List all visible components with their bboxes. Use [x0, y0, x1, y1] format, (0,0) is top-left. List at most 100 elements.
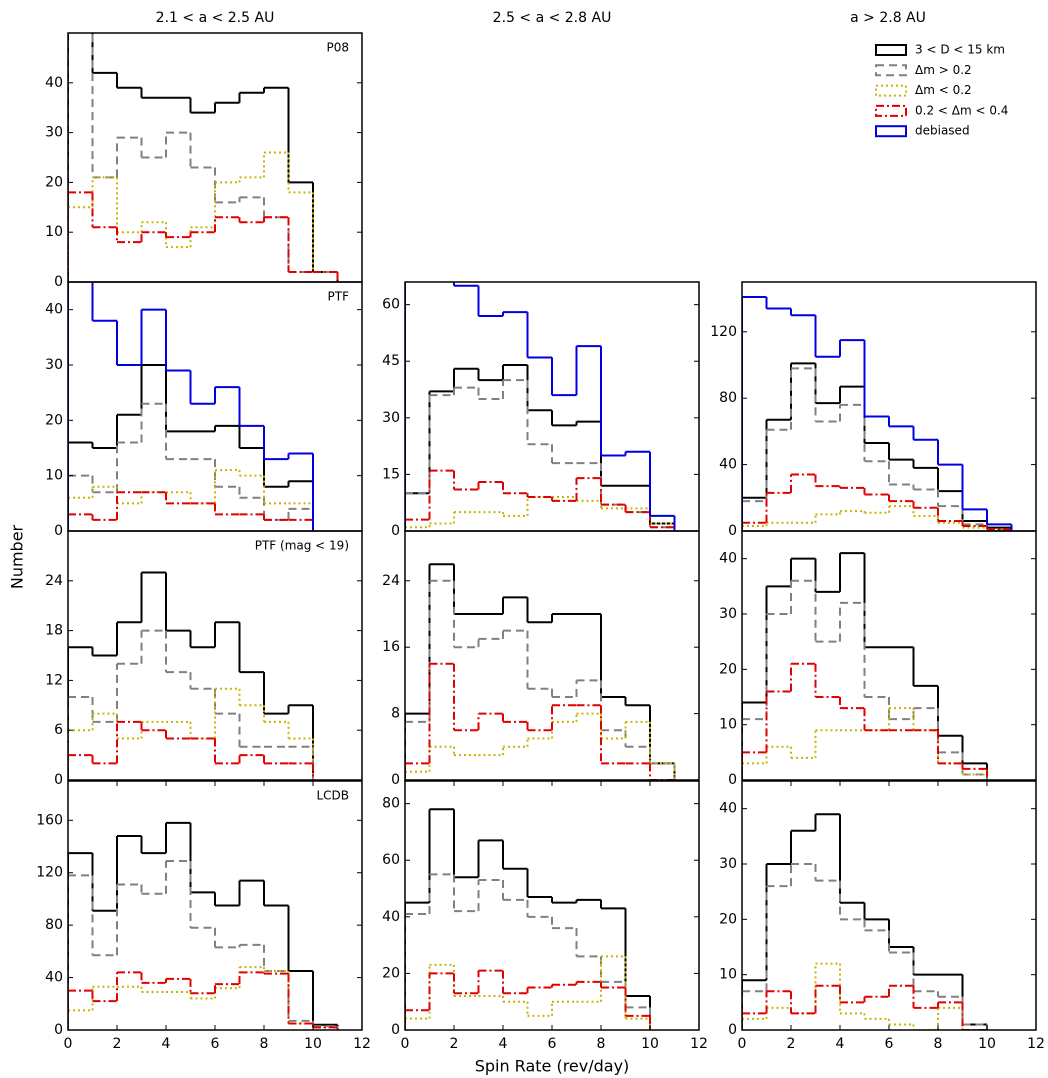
y-tick-label: 30 — [719, 606, 737, 622]
y-tick-label: 0 — [54, 523, 63, 539]
y-tick-label: 20 — [719, 911, 737, 927]
x-tick-label: 12 — [1027, 1036, 1045, 1052]
x-tick-label: 8 — [934, 1036, 943, 1052]
axes-frame — [404, 530, 700, 781]
y-tick-label: 40 — [719, 457, 737, 473]
y-tick-label: 20 — [45, 174, 63, 190]
y-tick-label: 24 — [382, 573, 400, 589]
legend-swatch — [875, 125, 907, 138]
y-tick-label: 20 — [382, 965, 400, 981]
x-tick-label: 12 — [690, 1036, 708, 1052]
panel — [68, 571, 314, 780]
legend-swatch — [875, 64, 907, 77]
y-tick-label: 15 — [382, 466, 400, 482]
x-tick-label: 2 — [787, 1036, 796, 1052]
x-tick-label: 0 — [401, 1036, 410, 1052]
y-tick-label: 0 — [728, 523, 737, 539]
y-tick-label: 10 — [45, 224, 63, 240]
y-tick-label: 0 — [391, 523, 400, 539]
x-tick-label: 10 — [641, 1036, 659, 1052]
panel — [68, 821, 339, 1030]
panel-label: PTF — [328, 290, 350, 304]
y-tick-label: 10 — [45, 468, 63, 484]
y-tick-label: 30 — [45, 125, 63, 141]
y-tick-label: 10 — [719, 717, 737, 733]
y-tick-label: 80 — [382, 796, 400, 812]
column-title: 2.5 < a < 2.8 AU — [493, 10, 612, 26]
y-tick-label: 30 — [45, 357, 63, 373]
x-tick-label: 0 — [738, 1036, 747, 1052]
x-tick-label: 6 — [548, 1036, 557, 1052]
y-tick-label: 80 — [45, 917, 63, 933]
x-tick-label: 10 — [978, 1036, 996, 1052]
legend-label: 0.2 < Δm < 0.4 — [915, 103, 1008, 117]
y-tick-label: 0 — [54, 772, 63, 788]
y-tick-label: 16 — [382, 639, 400, 655]
y-tick-label: 20 — [719, 661, 737, 677]
y-tick-label: 40 — [45, 970, 63, 986]
x-tick-label: 6 — [211, 1036, 220, 1052]
axes-frame — [741, 530, 1037, 781]
axes-frame — [67, 32, 363, 283]
panel — [742, 552, 988, 780]
legend-label: debiased — [915, 124, 970, 138]
y-tick-label: 0 — [391, 772, 400, 788]
y-tick-label: 40 — [45, 302, 63, 318]
y-tick-label: 120 — [36, 865, 63, 881]
panel — [405, 282, 676, 531]
x-tick-label: 8 — [260, 1036, 269, 1052]
y-tick-label: 160 — [36, 812, 63, 828]
column-title: a > 2.8 AU — [850, 10, 926, 26]
legend-label: 3 < D < 15 km — [915, 43, 1005, 57]
y-tick-label: 20 — [45, 412, 63, 428]
y-tick-label: 0 — [728, 1022, 737, 1038]
x-tick-label: 6 — [885, 1036, 894, 1052]
x-tick-label: 0 — [64, 1036, 73, 1052]
x-tick-label: 2 — [450, 1036, 459, 1052]
y-tick-label: 8 — [391, 706, 400, 722]
panel — [742, 295, 1013, 531]
y-tick-label: 0 — [391, 1022, 400, 1038]
panel — [405, 808, 651, 1030]
y-tick-label: 120 — [710, 324, 737, 340]
x-tick-label: 12 — [353, 1036, 371, 1052]
y-tick-label: 0 — [54, 1022, 63, 1038]
y-tick-label: 24 — [45, 573, 63, 589]
panel — [742, 813, 988, 1030]
x-tick-label: 4 — [836, 1036, 845, 1052]
panel — [405, 563, 676, 780]
y-tick-label: 18 — [45, 623, 63, 639]
y-tick-label: 10 — [719, 967, 737, 983]
legend-label: Δm > 0.2 — [915, 63, 972, 77]
y-tick-label: 30 — [382, 410, 400, 426]
y-tick-label: 60 — [382, 297, 400, 313]
y-tick-label: 40 — [382, 909, 400, 925]
x-tick-label: 8 — [597, 1036, 606, 1052]
y-tick-label: 0 — [54, 274, 63, 290]
y-tick-label: 6 — [54, 722, 63, 738]
panel-label: P08 — [326, 41, 349, 55]
axes-frame — [404, 780, 700, 1031]
axes-frame — [67, 281, 363, 532]
panel-label: PTF (mag < 19) — [255, 539, 349, 553]
panel — [68, 282, 314, 531]
panel — [68, 33, 339, 282]
y-tick-label: 30 — [719, 856, 737, 872]
legend-swatch — [875, 84, 907, 97]
panel-label: LCDB — [316, 789, 349, 803]
y-tick-label: 40 — [719, 801, 737, 817]
x-axis-label: Spin Rate (rev/day) — [475, 1057, 630, 1076]
legend-swatch — [875, 44, 907, 56]
y-tick-label: 0 — [728, 772, 737, 788]
y-tick-label: 80 — [719, 390, 737, 406]
axes-frame — [67, 530, 363, 781]
x-tick-label: 4 — [499, 1036, 508, 1052]
x-tick-label: 2 — [113, 1036, 122, 1052]
y-tick-label: 40 — [45, 75, 63, 91]
y-tick-label: 40 — [719, 551, 737, 567]
x-tick-label: 4 — [162, 1036, 171, 1052]
legend-swatch — [875, 104, 907, 117]
axes-frame — [404, 281, 700, 532]
x-tick-label: 10 — [304, 1036, 322, 1052]
